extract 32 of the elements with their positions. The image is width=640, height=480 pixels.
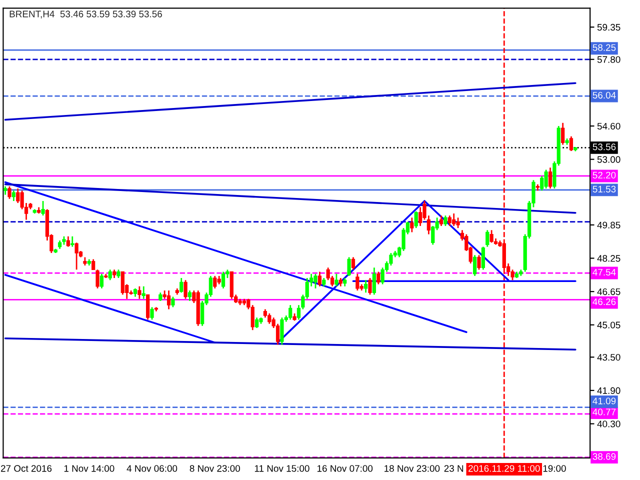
y-tick-label: 48.25 <box>597 255 620 262</box>
x-tick-label: 16 Nov 07:00 <box>317 465 373 472</box>
x-tick-label: 2016.11.29 11:00 <box>468 465 540 472</box>
ref-line-label: 51.53 <box>592 186 616 192</box>
ref-line-label: 52.20 <box>592 172 616 179</box>
x-tick-label: 1 Nov 14:00 <box>64 465 114 472</box>
ref-line-label: 38.69 <box>592 453 616 460</box>
x-tick-label: 18 Nov 23:00 <box>384 465 440 472</box>
ref-line-label: 40.77 <box>592 408 616 416</box>
x-tick-label: 8 Nov 23:00 <box>190 465 240 472</box>
y-tick-label: 53.00 <box>597 156 620 163</box>
y-tick-label: 45.05 <box>597 322 620 328</box>
ref-line-label: 46.26 <box>592 298 616 306</box>
y-tick-label: 41.90 <box>597 387 620 394</box>
ref-line-label: 53.56 <box>592 144 616 150</box>
y-tick-label: 57.80 <box>597 56 620 63</box>
y-tick-label: 46.65 <box>597 288 620 296</box>
y-tick-label: 40.30 <box>597 420 620 428</box>
y-tick-label: 43.50 <box>597 354 620 361</box>
x-tick-label: 27 Oct 2016 <box>1 465 52 472</box>
ref-line-label: 58.25 <box>592 44 616 51</box>
ref-line-label: 47.54 <box>592 268 616 276</box>
ref-line-label: 41.09 <box>592 398 616 404</box>
x-tick-label: 23 N <box>444 465 464 472</box>
x-tick-label: 11 Nov 15:00 <box>254 465 310 472</box>
y-tick-label: 49.85 <box>597 222 620 228</box>
chart-title: BRENT,H4 53.46 53.59 53.39 53.56 <box>10 10 162 18</box>
ref-line-label: 56.04 <box>592 92 616 99</box>
y-tick-label: 54.60 <box>597 122 620 130</box>
x-tick-label: 19:00 <box>543 465 566 472</box>
x-tick-label: 4 Nov 06:00 <box>126 465 178 472</box>
y-tick-label: 59.35 <box>597 24 620 31</box>
